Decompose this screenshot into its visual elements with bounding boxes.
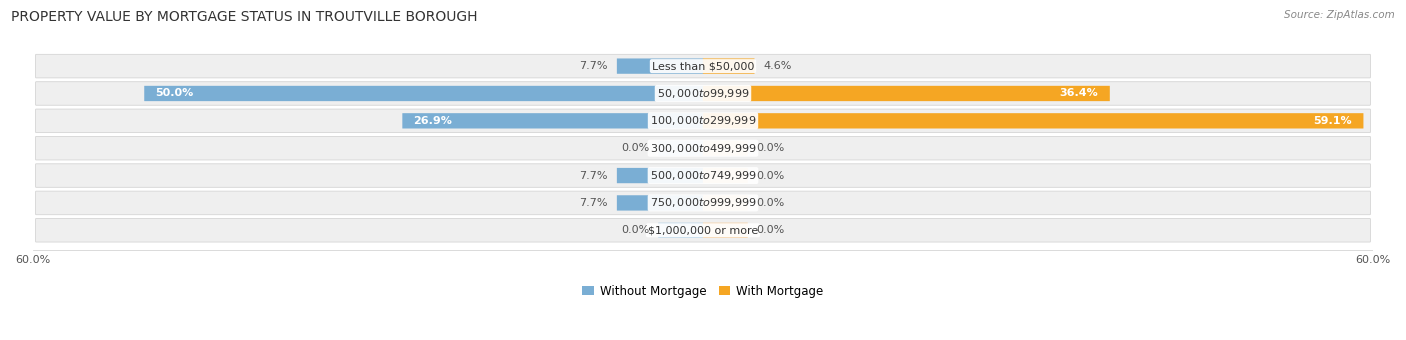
FancyBboxPatch shape <box>658 223 703 238</box>
Text: 7.7%: 7.7% <box>579 198 607 208</box>
FancyBboxPatch shape <box>35 82 1371 105</box>
FancyBboxPatch shape <box>35 54 1371 78</box>
Text: 26.9%: 26.9% <box>413 116 453 126</box>
Text: $50,000 to $99,999: $50,000 to $99,999 <box>657 87 749 100</box>
Text: 50.0%: 50.0% <box>156 88 194 99</box>
Text: Source: ZipAtlas.com: Source: ZipAtlas.com <box>1284 10 1395 20</box>
Legend: Without Mortgage, With Mortgage: Without Mortgage, With Mortgage <box>578 280 828 302</box>
Text: 7.7%: 7.7% <box>579 61 607 71</box>
FancyBboxPatch shape <box>658 140 703 156</box>
FancyBboxPatch shape <box>145 86 703 101</box>
Text: $100,000 to $299,999: $100,000 to $299,999 <box>650 114 756 128</box>
Text: $1,000,000 or more: $1,000,000 or more <box>648 225 758 235</box>
Text: 36.4%: 36.4% <box>1060 88 1098 99</box>
Text: $500,000 to $749,999: $500,000 to $749,999 <box>650 169 756 182</box>
Text: PROPERTY VALUE BY MORTGAGE STATUS IN TROUTVILLE BOROUGH: PROPERTY VALUE BY MORTGAGE STATUS IN TRO… <box>11 10 478 24</box>
Text: 0.0%: 0.0% <box>756 171 785 181</box>
Text: 0.0%: 0.0% <box>621 143 650 153</box>
Text: 0.0%: 0.0% <box>621 225 650 235</box>
Text: 0.0%: 0.0% <box>756 225 785 235</box>
Text: 0.0%: 0.0% <box>756 198 785 208</box>
FancyBboxPatch shape <box>35 164 1371 187</box>
FancyBboxPatch shape <box>617 195 703 210</box>
FancyBboxPatch shape <box>703 86 1109 101</box>
FancyBboxPatch shape <box>35 191 1371 215</box>
FancyBboxPatch shape <box>617 168 703 183</box>
Text: $300,000 to $499,999: $300,000 to $499,999 <box>650 142 756 155</box>
FancyBboxPatch shape <box>703 223 748 238</box>
FancyBboxPatch shape <box>35 219 1371 242</box>
Text: 59.1%: 59.1% <box>1313 116 1353 126</box>
Text: 4.6%: 4.6% <box>763 61 792 71</box>
FancyBboxPatch shape <box>703 195 748 210</box>
Text: Less than $50,000: Less than $50,000 <box>652 61 754 71</box>
Text: $750,000 to $999,999: $750,000 to $999,999 <box>650 197 756 209</box>
FancyBboxPatch shape <box>35 136 1371 160</box>
FancyBboxPatch shape <box>703 58 755 74</box>
FancyBboxPatch shape <box>35 109 1371 133</box>
FancyBboxPatch shape <box>617 58 703 74</box>
FancyBboxPatch shape <box>703 168 748 183</box>
FancyBboxPatch shape <box>402 113 703 129</box>
FancyBboxPatch shape <box>703 140 748 156</box>
Text: 0.0%: 0.0% <box>756 143 785 153</box>
Text: 7.7%: 7.7% <box>579 171 607 181</box>
FancyBboxPatch shape <box>703 113 1364 129</box>
